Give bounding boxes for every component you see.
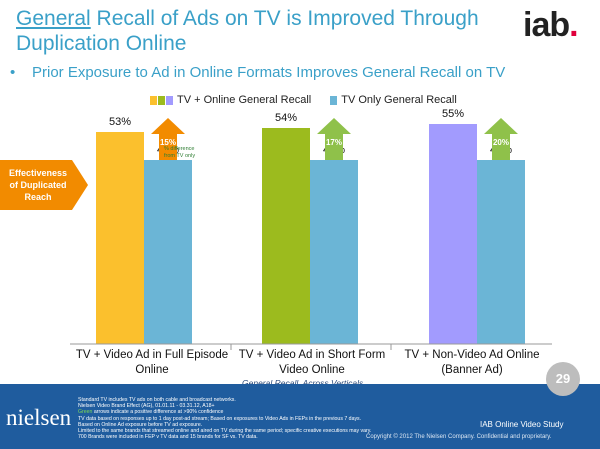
green-word: Green — [78, 409, 93, 416]
difference-note-line-2: from TV only — [164, 153, 195, 159]
footer-note: Nielsen Video Brand Effect (AG), 01.01.1… — [78, 403, 215, 410]
bullet-point: • Prior Exposure to Ad in Online Formats … — [10, 64, 505, 81]
effectiveness-line-3: Reach — [24, 192, 51, 202]
logo-dot: . — [569, 6, 579, 44]
bar-tv-only-1 — [144, 160, 192, 344]
difference-label-2: 17% — [326, 138, 342, 147]
effectiveness-line-2: of Duplicated — [9, 180, 66, 190]
category-label-2: TV + Video Ad in Short Form Video Online — [238, 349, 386, 376]
effectiveness-arrow: Effectiveness of Duplicated Reach — [0, 160, 88, 210]
difference-label-1: 15% — [160, 138, 176, 147]
footer-note: Standard TV includes TV ads on both cabl… — [78, 397, 236, 403]
legend-swatch-purple — [166, 95, 173, 105]
legend-swatch-yellow — [150, 95, 157, 105]
data-label-online-3: 55% — [442, 108, 464, 120]
bar-online-1 — [96, 132, 144, 344]
difference-arrow-2 — [317, 118, 351, 160]
footer-note: TV data based on responses up to 1 day p… — [78, 415, 362, 422]
data-label-online-1: 53% — [109, 116, 131, 128]
footer-band — [0, 384, 600, 449]
bar-online-3 — [429, 124, 477, 344]
study-name: IAB Online Video Study — [480, 420, 564, 429]
copyright-text: Copyright © 2012 The Nielsen Company. Co… — [366, 434, 552, 440]
footer-note: Based on Online Ad exposure before TV ad… — [78, 421, 203, 428]
difference-arrow-1 — [151, 118, 185, 160]
bar-online-2 — [262, 128, 310, 344]
legend-label-tv-only: TV Only General Recall — [341, 94, 457, 107]
footer-notes: Standard TV includes TV ads on both cabl… — [78, 397, 428, 440]
chart-legend: TV + Online General Recall TV Only Gener… — [150, 94, 457, 106]
bullet-text: Prior Exposure to Ad in Online Formats I… — [32, 64, 506, 81]
logo-main: iab — [523, 6, 570, 44]
iab-logo: iab. — [523, 6, 579, 45]
difference-arrow-3 — [484, 118, 518, 160]
bar-tv-only-3 — [477, 160, 525, 344]
x-axis-caption: General Recall, Across Verticals — [242, 378, 364, 388]
bullet-marker: • — [10, 64, 16, 81]
difference-label-3: 20% — [493, 138, 509, 147]
title-underlined-word: General — [16, 7, 91, 30]
nielsen-logo: nielsen — [6, 405, 72, 430]
footer-note: Green arrows indicate a positive differe… — [78, 409, 224, 416]
category-label-1: TV + Video Ad in Full Episode Online — [75, 349, 229, 376]
legend-swatch-blue — [330, 95, 338, 105]
legend-label-online: TV + Online General Recall — [177, 94, 312, 107]
page-title: General Recall of Ads on TV is Improved … — [16, 6, 486, 56]
footer-note: 700 Brands were included in FEP v TV dat… — [78, 434, 258, 441]
legend-swatch-green — [158, 95, 165, 105]
effectiveness-arrow-shape — [0, 160, 88, 210]
chart-bars: 53%46%15%54%46%17%55%46%20%% differencef… — [96, 108, 525, 344]
title-rest: Recall of Ads on TV is Improved Through … — [16, 7, 479, 55]
effectiveness-line-1: Effectiveness — [9, 168, 67, 178]
footer-note: Limited to the same brands that streamed… — [78, 428, 372, 435]
difference-note-line-1: % difference — [164, 146, 194, 152]
category-label-3: TV + Non-Video Ad Online (Banner Ad) — [404, 349, 540, 376]
page-number-badge: 29 — [546, 362, 580, 396]
data-label-online-2: 54% — [275, 112, 297, 124]
bar-tv-only-2 — [310, 160, 358, 344]
